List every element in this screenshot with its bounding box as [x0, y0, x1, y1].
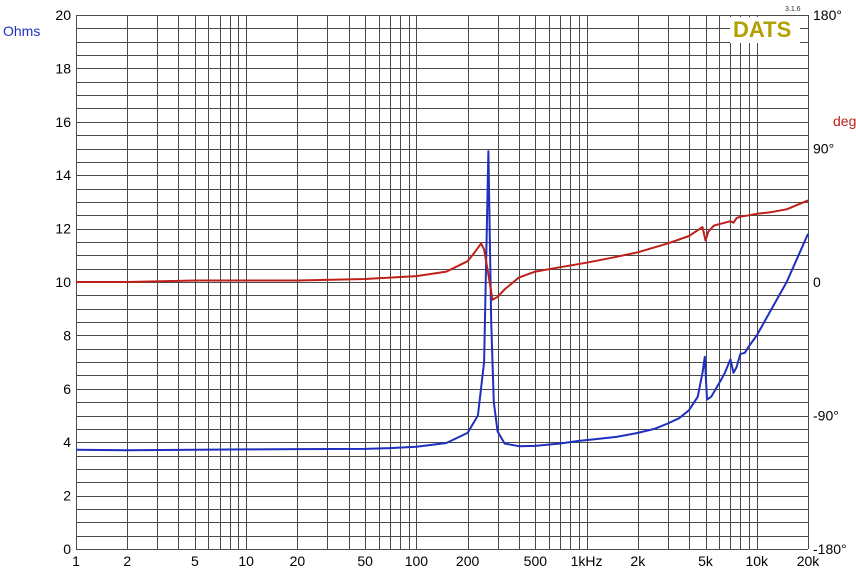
x-tick-label: 2 — [123, 553, 131, 569]
grid — [76, 15, 809, 550]
x-tick-label: 200 — [456, 553, 480, 569]
y-tick-label: 2 — [63, 488, 71, 504]
x-tick-label: 5k — [698, 553, 714, 569]
x-tick-label: 20k — [797, 553, 821, 569]
y-axis-label: Ohms — [3, 23, 40, 39]
y-tick-label: 20 — [55, 7, 71, 23]
x-tick-label: 20 — [290, 553, 306, 569]
x-tick-label: 5 — [191, 553, 199, 569]
y2-tick-label: -90° — [813, 408, 839, 424]
y-tick-label: 14 — [55, 167, 71, 183]
x-tick-label: 1 — [72, 553, 80, 569]
y-tick-label: 0 — [63, 541, 71, 557]
x-tick-label: 50 — [357, 553, 373, 569]
y2-tick-label: -180° — [813, 541, 847, 557]
y-tick-label: 4 — [63, 434, 71, 450]
dats-logo: DATS — [733, 17, 791, 42]
series-lines — [75, 150, 809, 452]
y2-tick-label: 90° — [813, 141, 834, 157]
x-tick-label: 10k — [745, 553, 769, 569]
y-tick-label: 10 — [55, 274, 71, 290]
logo-background — [730, 17, 800, 43]
y-tick-label: 12 — [55, 221, 71, 237]
x-tick-label: 2k — [630, 553, 646, 569]
y-tick-label: 16 — [55, 114, 71, 130]
y-tick-labels: 0 2 4 6 8 10 12 14 16 18 20 — [55, 7, 71, 557]
y2-axis-label: deg — [833, 113, 856, 129]
x-tick-label: 500 — [524, 553, 548, 569]
y-tick-label: 8 — [63, 327, 71, 343]
x-tick-label: 10 — [238, 553, 254, 569]
y-tick-label: 6 — [63, 381, 71, 397]
phase-curve — [76, 199, 809, 301]
x-tick-labels: 1 2 5 10 20 50 100 200 500 1kHz 2k 5k 10k 20k — [72, 553, 820, 569]
x-tick-label: 1kHz — [571, 553, 603, 569]
y-tick-label: 18 — [55, 60, 71, 76]
y2-tick-label: 0 — [813, 274, 821, 290]
version-label: 3.1.6 — [785, 6, 801, 13]
impedance-curve — [75, 150, 809, 452]
y2-tick-labels: 180° 90° 0 -90° -180° — [813, 7, 847, 557]
x-tick-label: 100 — [405, 553, 429, 569]
y2-tick-label: 180° — [813, 7, 842, 23]
